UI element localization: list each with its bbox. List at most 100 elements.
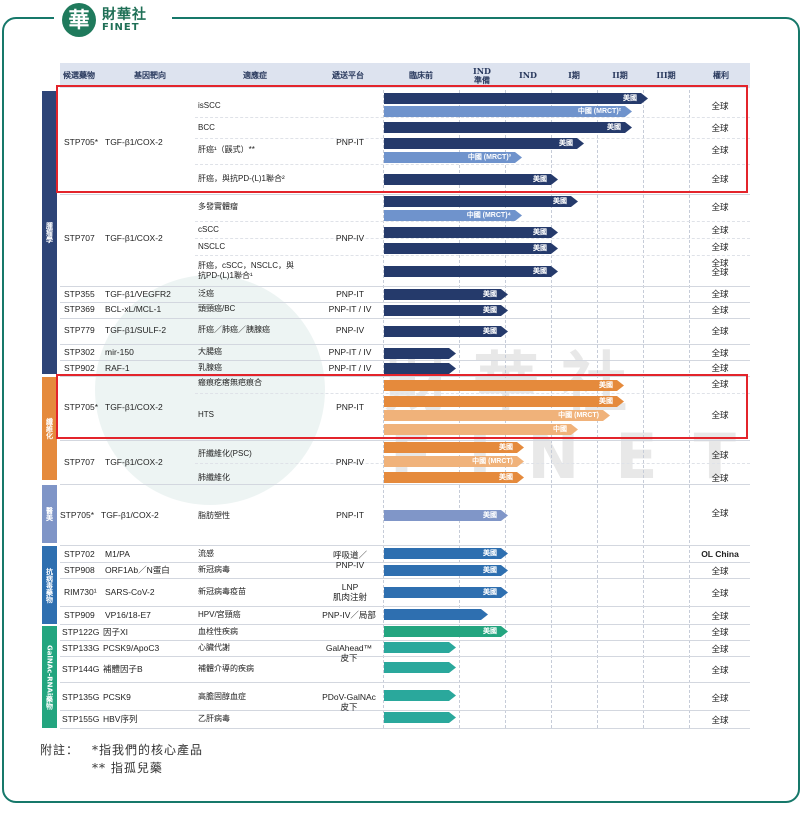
- grid-line: [383, 90, 384, 728]
- progress-bar: 中國 (MRCT): [384, 456, 524, 467]
- gene-target: ORF1Ab／N蛋白: [105, 565, 170, 575]
- indication: 乙肝病毒: [198, 714, 230, 723]
- delivery-platform: PNP-IT / IV: [328, 304, 372, 314]
- section-galnac: GalNAc-RNAi藥物: [42, 626, 57, 728]
- highlight-box: [56, 374, 748, 439]
- header-target: 基因靶向: [134, 70, 166, 80]
- rights: 全球: [711, 588, 729, 598]
- row-divider: [60, 578, 750, 579]
- rights: 全球: [711, 174, 729, 184]
- row-divider: [60, 656, 750, 657]
- indication: NSCLC: [198, 242, 226, 251]
- delivery-platform: PNP-IT: [336, 402, 364, 412]
- header-indication: 適應症: [243, 70, 267, 80]
- indication: 頭頸癌/BC: [198, 304, 236, 313]
- delivery-platform: PDoV-GalNAc 皮下: [322, 692, 376, 712]
- candidate-name: STP155G: [62, 714, 100, 724]
- row-divider: [60, 194, 750, 195]
- indication: 肝癌，與抗PD-(L)1聯合²: [198, 174, 285, 183]
- candidate-name: STP702: [64, 549, 95, 559]
- gene-target: BCL-xL/MCL-1: [105, 304, 162, 314]
- logo-cn-text: 財華社: [102, 7, 147, 23]
- candidate-name: STP909: [64, 610, 95, 620]
- indication: 血栓性疾病: [198, 627, 238, 636]
- candidate-name: STP707: [64, 457, 95, 467]
- gene-target: HBV序列: [103, 714, 138, 724]
- indication: 高膽固醇血症: [198, 692, 246, 701]
- indication: HTS: [198, 410, 214, 419]
- pipeline-header: 候選藥物 基因靶向 適應症 遞送平台 臨床前 IND 準備 IND I期 II期…: [60, 63, 750, 88]
- indication: 流感: [198, 549, 214, 558]
- row-divider: [60, 484, 750, 485]
- row-divider: [60, 728, 750, 729]
- footnote-label: 附註：: [40, 743, 80, 757]
- highlight-box: [56, 85, 748, 193]
- indication: 大腸癌: [198, 347, 222, 356]
- rights: 全球: [711, 145, 729, 155]
- candidate-name: STP133G: [62, 643, 100, 653]
- candidate-name: STP902: [64, 363, 95, 373]
- rights: 全球: [711, 450, 729, 460]
- rights: 全球: [711, 363, 729, 373]
- delivery-platform: PNP-IT / IV: [328, 347, 372, 357]
- indication: 肝癌／肺癌／胰腺癌: [198, 325, 270, 334]
- section-oncology: 腫瘤學: [42, 91, 57, 374]
- footnote-line2: ** 指孤兒藥: [92, 761, 163, 775]
- progress-bar: 美國: [384, 442, 524, 453]
- indication: cSCC: [198, 225, 219, 234]
- header-ind: IND: [519, 70, 537, 80]
- gene-target: PCSK9/ApoC3: [103, 643, 160, 653]
- progress-bar: [384, 662, 456, 673]
- progress-bar: 美國: [384, 138, 584, 149]
- grid-line: [643, 90, 644, 728]
- rights: 全球: [711, 242, 729, 252]
- delivery-platform: 呼吸道／ PNP-IV: [332, 550, 367, 570]
- section-antiviral: 抗病毒藥物: [42, 546, 57, 624]
- progress-bar: 美國: [384, 305, 508, 316]
- gene-target: TGF-β1/COX-2: [105, 402, 163, 412]
- row-divider: [60, 440, 750, 441]
- header-preclinical: 臨床前: [409, 70, 433, 80]
- row-divider: [60, 624, 750, 625]
- rights: 全球: [711, 508, 729, 518]
- gene-target: TGF-β1/COX-2: [105, 457, 163, 467]
- grid-line: [597, 90, 598, 728]
- logo-en-text: FINET: [102, 22, 140, 33]
- indication: 肝纖維化(PSC): [198, 449, 252, 458]
- progress-bar: 美國: [384, 266, 558, 277]
- delivery-platform: PNP-IV／局部: [322, 610, 376, 620]
- progress-bar: 美國: [384, 472, 524, 483]
- delivery-platform: GalAhead™ 皮下: [325, 643, 373, 663]
- progress-bar: 美國: [384, 93, 648, 104]
- indication: 新冠病毒: [198, 565, 230, 574]
- rights: 全球: [711, 258, 729, 268]
- indication: 肝癌，cSCC，NSCLC，與 抗PD-(L)1聯合¹: [198, 261, 295, 280]
- progress-bar: 美國: [384, 174, 558, 185]
- watermark-emblem: [95, 275, 325, 505]
- row-divider: [60, 376, 750, 377]
- header-phase1: I期: [568, 70, 580, 80]
- progress-bar: 中國 (MRCT): [384, 410, 610, 421]
- rights: 全球: [711, 665, 729, 675]
- progress-bar: 美國: [384, 548, 508, 559]
- gene-target: TGF-β1/VEGFR2: [105, 289, 171, 299]
- candidate-name: STP302: [64, 347, 95, 357]
- outer-frame: [2, 17, 800, 803]
- progress-bar: 美國: [384, 196, 578, 207]
- candidate-name: STP705*: [60, 510, 95, 520]
- gene-target: 補體因子B: [103, 664, 143, 674]
- gene-target: RAF-1: [105, 363, 130, 373]
- sub-divider: [195, 393, 750, 394]
- header-rights: 權利: [713, 70, 729, 80]
- progress-bar: [384, 348, 456, 359]
- progress-bar: 美國: [384, 122, 632, 133]
- rights: 全球: [711, 410, 729, 420]
- header-phase2: II期: [612, 70, 628, 80]
- row-divider: [60, 606, 750, 607]
- delivery-platform: PNP-IV: [335, 233, 365, 243]
- progress-bar: 美國: [384, 396, 624, 407]
- gene-target: TGF-β1/COX-2: [105, 233, 163, 243]
- sub-divider: [195, 255, 750, 256]
- row-divider: [60, 710, 750, 711]
